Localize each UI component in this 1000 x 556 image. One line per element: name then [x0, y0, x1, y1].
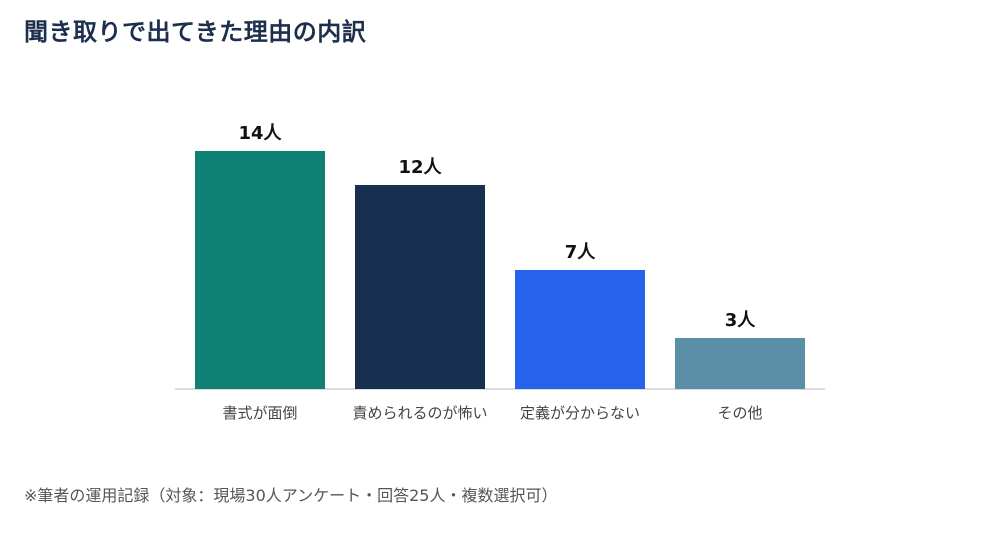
bar-value-label-3: 7人 [565, 242, 597, 263]
bar-value-label-1: 14人 [238, 123, 282, 144]
category-label-1: 書式が面倒 [222, 404, 297, 422]
chart-title: 聞き取りで出てきた理由の内訳 [24, 18, 367, 46]
bar-1 [195, 151, 325, 389]
category-label-2: 責められるのが怖い [352, 404, 487, 422]
bar-4 [675, 338, 805, 389]
category-label-4: その他 [717, 404, 762, 422]
bar-3 [515, 270, 645, 389]
footnote: ※筆者の運用記録（対象：現場30人アンケート・回答25人・複数選択可） [24, 486, 558, 505]
bar-2 [355, 185, 485, 389]
category-label-3: 定義が分からない [520, 404, 640, 422]
bar-value-label-2: 12人 [398, 157, 442, 178]
bar-value-label-4: 3人 [725, 310, 757, 331]
